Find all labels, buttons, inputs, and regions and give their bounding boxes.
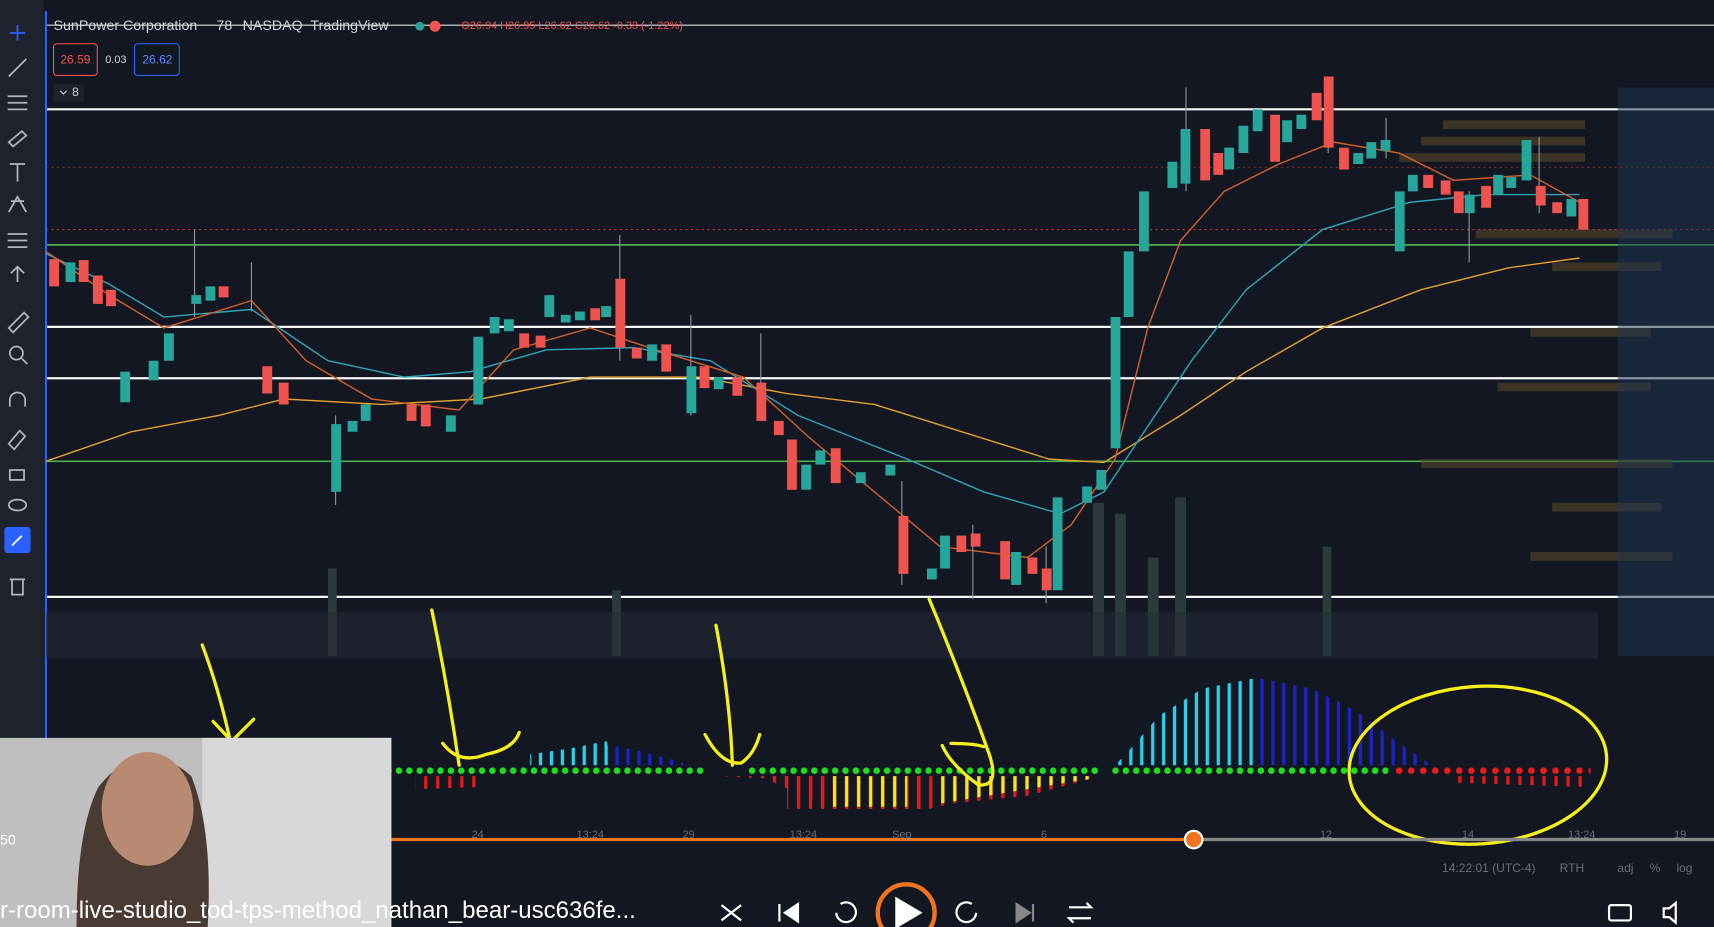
time-tick-label: Sep [892,829,911,841]
time-tick-label: 14 [1462,829,1474,841]
spread: 0.03 [105,54,126,66]
status-dot [415,21,425,31]
webcam-wall [202,737,392,927]
time-tick-label: 13:24 [1568,829,1595,841]
clock: 14:22:01 (UTC-4) [1442,861,1536,875]
indicator-toggle[interactable] [53,84,85,102]
source: TradingView [310,18,389,34]
indicator-count: 8 [72,85,79,99]
time-tick-label: 24 [472,829,484,841]
signal-dots [1109,765,1389,777]
exchange: NASDAQ [243,18,303,34]
hist-blue [1257,677,1432,766]
time-tick-label: 13:24 [577,829,604,841]
ema-mid [45,193,1580,515]
hist-blue [612,745,684,766]
gap [705,765,749,777]
percent[interactable]: % [1650,861,1661,875]
hist-cyan [1114,677,1258,766]
time-tick-label: 13:24 [790,829,817,841]
hist-cyan [530,741,613,766]
annotations [200,597,1609,846]
time-tick-label: 12 [1320,829,1332,841]
tool-icons [4,25,31,596]
player-controls[interactable] [720,882,1677,927]
time-tick-label: 29 [683,829,695,841]
elapsed: 50 [0,832,16,848]
progress-handle[interactable] [1183,829,1204,850]
interval: 78 [216,18,232,34]
volume-profile [1399,120,1673,561]
hist-red [415,776,481,790]
log[interactable]: log [1676,861,1692,875]
signal-dots-red [1393,765,1591,777]
ohlc: O26.94 H26.95 L26.62 C26.62 -0.33 (-1.22… [461,20,683,32]
time-axis: 24 13:24 29 13:24 Sep 6 12 14 13:24 19 [472,829,1687,841]
adj[interactable]: adj [1617,861,1633,875]
chevron [59,90,68,95]
time-tick-label: 6 [1041,829,1047,841]
bid: 26.59 [60,52,90,66]
time-tick-label: 19 [1674,829,1686,841]
ask: 26.62 [142,52,172,66]
person-face [101,752,194,866]
session[interactable]: RTH [1560,861,1584,875]
symbol: SunPower Corporation [54,18,198,34]
hist-yellow [830,776,908,807]
status-dot [429,20,441,32]
ask-box[interactable] [133,43,180,76]
volume-base [45,612,1599,659]
volume-profile-value-area [1617,87,1714,656]
bid-box[interactable] [53,43,98,76]
video-title: r-room-live-studio_tod-tps-method_nathan… [0,897,636,924]
hist-red [1453,776,1586,788]
